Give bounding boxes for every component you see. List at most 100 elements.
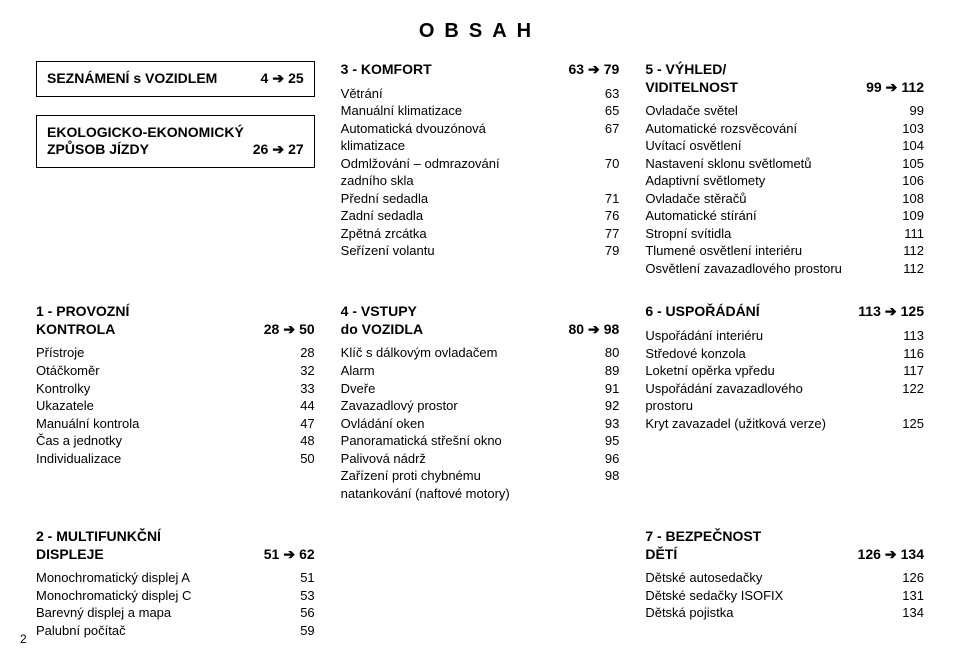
range-from: 26 xyxy=(253,141,269,159)
toc-item-label: Automatické stírání xyxy=(645,207,892,225)
page-title: OBSAH xyxy=(36,20,924,43)
toc-item-label: Tlumené osvětlení interiéru xyxy=(645,242,893,260)
toc-item-label: Uspořádání interiéru xyxy=(645,327,893,345)
toc-list: Ovladače světel99Automatické rozsvěcován… xyxy=(645,102,924,277)
toc-item: Přístroje28 xyxy=(36,344,315,362)
toc-item-page: 99 xyxy=(900,102,924,120)
toc-item-page: 89 xyxy=(595,362,619,380)
toc-item-label: Automatické rozsvěcování xyxy=(645,120,892,138)
toc-item-page: 125 xyxy=(892,415,924,433)
toc-item-page: 109 xyxy=(892,207,924,225)
toc-item-label: Stropní svítidla xyxy=(645,225,894,243)
heading-title: 2 - MULTIFUNKČNÍ DISPLEJE xyxy=(36,528,161,563)
toc-item: Uvítací osvětlení104 xyxy=(645,137,924,155)
toc-item: Ovladače stěračů108 xyxy=(645,190,924,208)
toc-page: OBSAH SEZNÁMENÍ s VOZIDLEM 4 ➔ 25 EKOLOG… xyxy=(0,0,960,656)
toc-item-label: Ovladače světel xyxy=(645,102,899,120)
toc-item-page: 76 xyxy=(595,207,619,225)
toc-item-label: Dětské autosedačky xyxy=(645,569,892,587)
toc-item-page: 80 xyxy=(595,344,619,362)
toc-item-label: Středové konzola xyxy=(645,345,893,363)
toc-item-page: 63 xyxy=(595,85,619,103)
arrow-icon: ➔ xyxy=(588,321,600,339)
toc-item: Přední sedadla71 xyxy=(341,190,620,208)
heading-title: EKOLOGICKO-EKONOMICKÝ ZPŮSOB JÍZDY xyxy=(47,124,244,159)
toc-item-page: 112 xyxy=(893,260,924,278)
toc-item: Monochromatický displej C53 xyxy=(36,587,315,605)
toc-item-page: 111 xyxy=(894,225,924,243)
section-eco-box: EKOLOGICKO-EKONOMICKÝ ZPŮSOB JÍZDY 26 ➔ … xyxy=(36,115,315,168)
range-to: 50 xyxy=(299,321,315,339)
toc-item: Barevný displej a mapa56 xyxy=(36,604,315,622)
toc-item: Kryt zavazadel (užitková verze)125 xyxy=(645,415,924,433)
arrow-icon: ➔ xyxy=(283,321,295,339)
toc-item: Zařízení proti chybnému natankování (naf… xyxy=(341,467,620,502)
col1-top: SEZNÁMENÍ s VOZIDLEM 4 ➔ 25 EKOLOGICKO-E… xyxy=(36,61,315,277)
toc-item-label: Uspořádání zavazadlového prostoru xyxy=(645,380,892,415)
toc-list: Monochromatický displej A51Monochromatic… xyxy=(36,569,315,639)
toc-item-label: Přístroje xyxy=(36,344,290,362)
range-to: 62 xyxy=(299,546,315,564)
toc-item-page: 108 xyxy=(892,190,924,208)
toc-item-label: Zavazadlový prostor xyxy=(341,397,595,415)
section-provozni: 1 - PROVOZNÍ KONTROLA 28 ➔ 50 Přístroje2… xyxy=(36,303,315,502)
toc-item-label: Loketní opěrka vpředu xyxy=(645,362,893,380)
toc-item-page: 131 xyxy=(892,587,924,605)
section-heading: 4 - VSTUPY do VOZIDLA 80 ➔ 98 xyxy=(341,303,620,338)
toc-item-label: Ovládání oken xyxy=(341,415,595,433)
toc-item: Tlumené osvětlení interiéru112 xyxy=(645,242,924,260)
range-to: 112 xyxy=(901,79,924,97)
section-usporadani: 6 - USPOŘÁDÁNÍ 113 ➔ 125 Uspořádání inte… xyxy=(645,303,924,502)
toc-item-label: Nastavení sklonu světlometů xyxy=(645,155,892,173)
toc-item-page: 67 xyxy=(595,120,619,138)
toc-item-page: 59 xyxy=(290,622,314,640)
toc-item-page: 104 xyxy=(892,137,924,155)
toc-item-page: 71 xyxy=(595,190,619,208)
section-heading: EKOLOGICKO-EKONOMICKÝ ZPŮSOB JÍZDY 26 ➔ … xyxy=(47,124,304,159)
toc-item: Klíč s dálkovým ovladačem80 xyxy=(341,344,620,362)
toc-item-label: Ukazatele xyxy=(36,397,290,415)
toc-grid: SEZNÁMENÍ s VOZIDLEM 4 ➔ 25 EKOLOGICKO-E… xyxy=(36,61,924,640)
empty-cell xyxy=(341,528,620,639)
toc-item: Palivová nádrž96 xyxy=(341,450,620,468)
toc-item-page: 51 xyxy=(290,569,314,587)
toc-item: Alarm89 xyxy=(341,362,620,380)
toc-item-label: Alarm xyxy=(341,362,595,380)
toc-item-label: Manuální kontrola xyxy=(36,415,290,433)
toc-item: Ovládání oken93 xyxy=(341,415,620,433)
range-to: 25 xyxy=(288,70,304,88)
toc-item-label: Otáčkoměr xyxy=(36,362,290,380)
range-from: 80 xyxy=(568,321,584,339)
toc-item-page: 93 xyxy=(595,415,619,433)
toc-item-page: 53 xyxy=(290,587,314,605)
section-komfort: 3 - KOMFORT 63 ➔ 79 Větrání63Manuální kl… xyxy=(341,61,620,277)
toc-list: Klíč s dálkovým ovladačem80Alarm89Dveře9… xyxy=(341,344,620,502)
range-from: 99 xyxy=(866,79,882,97)
toc-item-label: Kryt zavazadel (užitková verze) xyxy=(645,415,892,433)
toc-item-label: Panoramatická střešní okno xyxy=(341,432,595,450)
toc-item: Zadní sedadla76 xyxy=(341,207,620,225)
toc-item-label: Dveře xyxy=(341,380,595,398)
range-from: 113 xyxy=(858,303,881,321)
section-heading: 5 - VÝHLED/ VIDITELNOST 99 ➔ 112 xyxy=(645,61,924,96)
toc-item: Dveře91 xyxy=(341,380,620,398)
toc-item: Adaptivní světlomety106 xyxy=(645,172,924,190)
toc-item-label: Odmlžování – odmrazování zadního skla xyxy=(341,155,595,190)
toc-item-page: 116 xyxy=(893,345,924,363)
toc-item-page: 113 xyxy=(893,327,924,345)
range-to: 98 xyxy=(604,321,620,339)
toc-item: Monochromatický displej A51 xyxy=(36,569,315,587)
toc-item-label: Barevný displej a mapa xyxy=(36,604,290,622)
heading-range: 63 ➔ 79 xyxy=(568,61,619,79)
section-heading: 3 - KOMFORT 63 ➔ 79 xyxy=(341,61,620,79)
toc-item: Ovladače světel99 xyxy=(645,102,924,120)
toc-list: Přístroje28Otáčkoměr32Kontrolky33Ukazate… xyxy=(36,344,315,467)
arrow-icon: ➔ xyxy=(272,70,284,88)
toc-item-page: 44 xyxy=(290,397,314,415)
toc-item: Manuální klimatizace65 xyxy=(341,102,620,120)
toc-item: Palubní počítač59 xyxy=(36,622,315,640)
toc-item-label: Dětské sedačky ISOFIX xyxy=(645,587,892,605)
toc-item-label: Kontrolky xyxy=(36,380,290,398)
page-number: 2 xyxy=(20,632,27,646)
toc-item-page: 32 xyxy=(290,362,314,380)
